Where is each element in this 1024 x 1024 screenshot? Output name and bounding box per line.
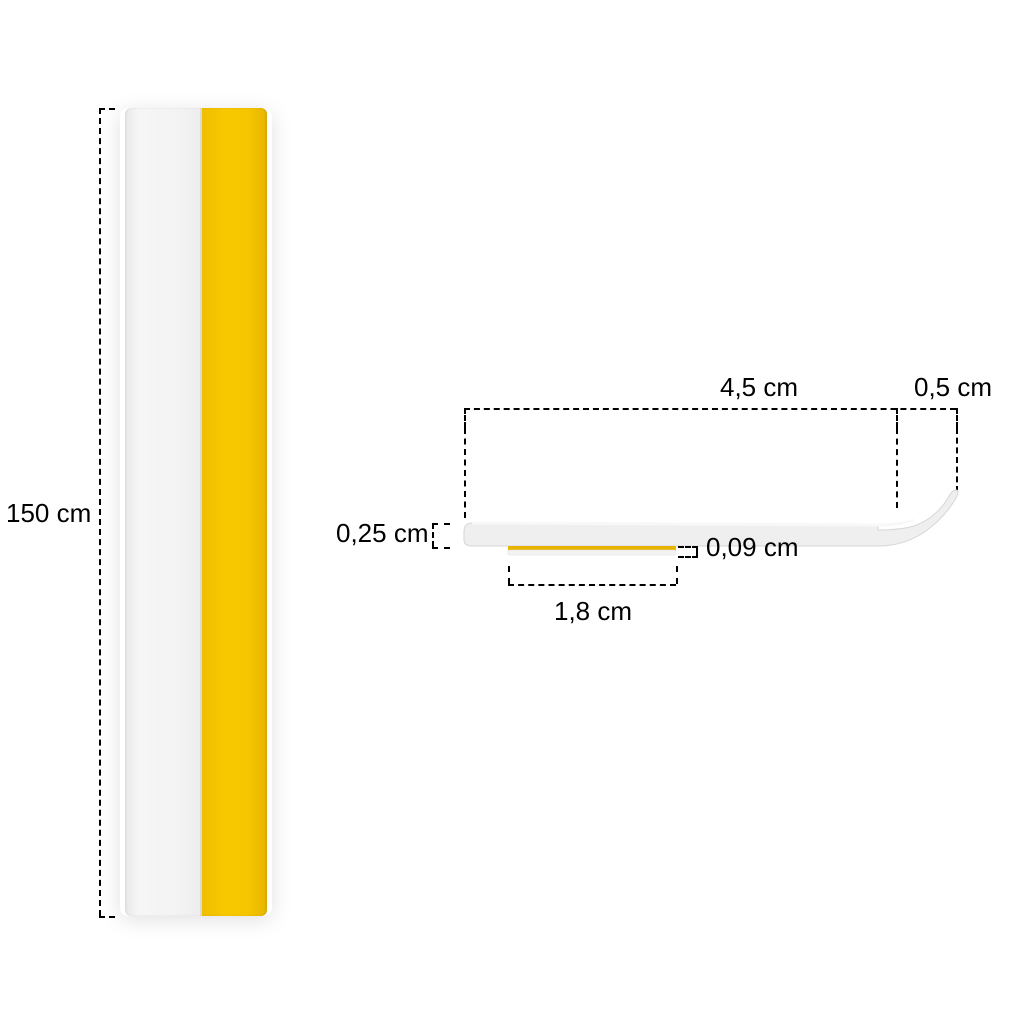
adh-width-bracket-tick-right [676,566,678,584]
length-bracket-top-tick [99,108,115,110]
diagram-canvas: 150 cm 4,5 cm 0,5 cm 0,25 [0,0,1024,1024]
width-bracket-line [464,408,956,410]
thickness-bracket-top-tick [432,523,450,525]
strip-seam [200,108,202,916]
label-width-main: 4,5 cm [720,372,798,403]
profile-body-highlight [472,520,914,525]
length-bracket-line [99,108,101,916]
adhesive-liner [508,550,676,555]
thickness-bracket-line [432,523,434,547]
adh-width-bracket-line [508,584,676,586]
strip-white-part [125,108,201,916]
strip-yellow-part [201,108,267,916]
width-bracket-tick-left [464,408,466,428]
label-adhesive-thickness: 0,09 cm [706,532,799,563]
label-adhesive-width: 1,8 cm [554,596,632,627]
width-bracket-tick-right [956,408,958,428]
width-bracket-tick-mid [896,408,898,428]
label-thickness: 0,25 cm [336,518,429,549]
adh-thick-bracket-bottom-tick [678,556,698,558]
length-bracket-bottom-tick [99,916,115,918]
adh-width-bracket-tick-left [508,566,510,584]
thickness-bracket-bottom-tick [432,547,450,549]
adh-thick-bracket-top-tick [678,546,698,548]
adh-thick-bracket-line [696,546,698,556]
product-strip-front [125,108,267,916]
label-lip: 0,5 cm [914,372,992,403]
label-length: 150 cm [6,498,91,529]
